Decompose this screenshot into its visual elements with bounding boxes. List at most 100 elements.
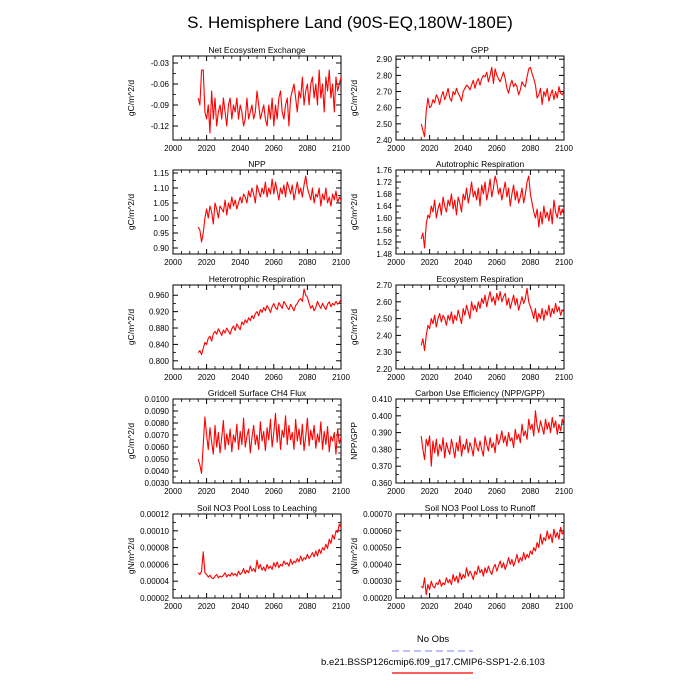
y-tick-label: -0.03 bbox=[151, 59, 170, 68]
panel-title: Heterotrophic Respiration bbox=[209, 274, 306, 284]
x-tick-label: 2080 bbox=[299, 373, 317, 382]
plot-frame bbox=[395, 284, 565, 370]
y-tick-label: 2.30 bbox=[376, 348, 392, 357]
series-line bbox=[420, 526, 564, 596]
y-tick-label: 0.90 bbox=[153, 244, 169, 253]
y-tick-label: 0.00008 bbox=[140, 544, 169, 553]
y-tick-label: 1.60 bbox=[376, 214, 392, 223]
x-tick-label: 2020 bbox=[198, 258, 216, 267]
x-tick-label: 2100 bbox=[555, 144, 573, 153]
y-tick-label: 2.70 bbox=[376, 281, 392, 290]
panel-autotrophic-respiration: Autotrophic Respiration gC/m^2/d 1.48 1.52 1… bbox=[349, 159, 573, 267]
legend-model-label: b.e21.BSSP126cmip6.f09_g17.CMIP6-SSP1-2.… bbox=[321, 657, 545, 668]
y-tick-label: 0.0060 bbox=[145, 443, 170, 452]
y-tick-label: 1.52 bbox=[376, 238, 392, 247]
x-tick-label: 2040 bbox=[454, 487, 472, 496]
x-tick-label: 2000 bbox=[164, 373, 182, 382]
y-tick-label: 0.00040 bbox=[363, 560, 392, 569]
y-tick-label: 1.76 bbox=[376, 166, 392, 175]
x-tick-label: 2100 bbox=[332, 602, 350, 611]
y-tick-label: 2.90 bbox=[376, 55, 392, 64]
x-tick-label: 2100 bbox=[332, 144, 350, 153]
x-tick-label: 2040 bbox=[231, 258, 249, 267]
y-tick-label: 0.95 bbox=[153, 229, 169, 238]
y-tick-label: 0.390 bbox=[372, 429, 393, 438]
x-tick-label: 2080 bbox=[522, 144, 540, 153]
x-tick-label: 2040 bbox=[231, 602, 249, 611]
plot-frame bbox=[172, 169, 342, 255]
y-tick-label: 2.60 bbox=[376, 104, 392, 113]
panel-title: Soil NO3 Pool Loss to Runoff bbox=[425, 503, 536, 513]
x-tick-label: 2100 bbox=[332, 258, 350, 267]
panel-carbon-use-efficiency-npp-gpp: Carbon Use Efficiency (NPP/GPP) NPP/GPP 0.… bbox=[349, 388, 573, 496]
y-axis-label: gC/m^2/d bbox=[349, 194, 359, 230]
series-line bbox=[197, 69, 341, 134]
y-tick-label: 1.05 bbox=[153, 199, 169, 208]
x-tick-label: 2000 bbox=[164, 258, 182, 267]
panel-net-ecosystem-exchange: Net Ecosystem Exchange gC/m^2/d -0.12 -0.09… bbox=[126, 45, 350, 153]
y-axis-label: gC/m^2/d bbox=[349, 309, 359, 345]
x-tick-label: 2000 bbox=[387, 602, 405, 611]
x-tick-label: 2040 bbox=[231, 373, 249, 382]
y-tick-label: 1.72 bbox=[376, 178, 392, 187]
x-tick-label: 2040 bbox=[454, 373, 472, 382]
y-tick-label: 1.00 bbox=[153, 214, 169, 223]
x-tick-label: 2020 bbox=[198, 602, 216, 611]
x-tick-label: 2020 bbox=[421, 373, 439, 382]
y-tick-label: 0.400 bbox=[372, 412, 393, 421]
panel-soil-no3-pool-loss-to-runoff: Soil NO3 Pool Loss to Runoff gN/m^2/d 0.00… bbox=[349, 503, 573, 611]
panel-gridcell-surface-ch4-flux: Gridcell Surface CH4 Flux gC/m^2/d 0.0030 0… bbox=[126, 388, 350, 496]
y-tick-label: 0.00006 bbox=[140, 560, 169, 569]
panel-title: NPP bbox=[248, 159, 266, 169]
x-tick-label: 2100 bbox=[555, 258, 573, 267]
panel-title: Ecosystem Respiration bbox=[437, 274, 524, 284]
x-tick-label: 2000 bbox=[164, 144, 182, 153]
x-tick-label: 2060 bbox=[488, 144, 506, 153]
y-tick-label: 2.50 bbox=[376, 315, 392, 324]
y-tick-label: 1.56 bbox=[376, 226, 392, 235]
plot-frame bbox=[395, 55, 565, 141]
panel-title: Autotrophic Respiration bbox=[436, 159, 525, 169]
y-tick-label: 0.0070 bbox=[145, 431, 170, 440]
x-tick-label: 2000 bbox=[164, 487, 182, 496]
x-tick-label: 2060 bbox=[265, 373, 283, 382]
x-tick-label: 2020 bbox=[421, 258, 439, 267]
x-tick-label: 2100 bbox=[555, 487, 573, 496]
x-tick-label: 2100 bbox=[555, 373, 573, 382]
x-tick-label: 2080 bbox=[299, 258, 317, 267]
y-axis-label: gC/m^2/d bbox=[126, 423, 136, 459]
y-tick-label: 0.00070 bbox=[363, 510, 392, 519]
x-tick-label: 2040 bbox=[454, 602, 472, 611]
y-tick-label: 0.0040 bbox=[145, 467, 170, 476]
x-tick-label: 2060 bbox=[265, 258, 283, 267]
panel-ecosystem-respiration: Ecosystem Respiration gC/m^2/d 2.20 2.30 2.4… bbox=[349, 274, 573, 382]
x-tick-label: 2100 bbox=[332, 373, 350, 382]
x-tick-label: 2000 bbox=[387, 258, 405, 267]
x-tick-label: 2040 bbox=[454, 144, 472, 153]
y-tick-label: -0.09 bbox=[151, 101, 170, 110]
x-tick-label: 2000 bbox=[387, 487, 405, 496]
y-axis-label: gN/m^2/d bbox=[126, 538, 136, 574]
panel-title: Soil NO3 Pool Loss to Leaching bbox=[197, 503, 317, 513]
panel-title: Net Ecosystem Exchange bbox=[208, 45, 306, 55]
x-tick-label: 2060 bbox=[488, 487, 506, 496]
y-tick-label: 0.0030 bbox=[145, 479, 170, 488]
y-tick-label: 0.380 bbox=[372, 445, 393, 454]
y-tick-label: 0.00050 bbox=[363, 544, 392, 553]
x-tick-label: 2060 bbox=[265, 602, 283, 611]
series-line bbox=[197, 412, 341, 474]
x-tick-label: 2000 bbox=[164, 602, 182, 611]
y-tick-label: 0.00030 bbox=[363, 577, 392, 586]
plot-frame bbox=[395, 513, 565, 599]
x-tick-label: 2040 bbox=[231, 144, 249, 153]
y-tick-label: 0.00004 bbox=[140, 577, 169, 586]
y-tick-label: 0.370 bbox=[372, 462, 393, 471]
y-axis-label: gC/m^2/d bbox=[126, 194, 136, 230]
y-axis-label: gC/m^2/d bbox=[126, 309, 136, 345]
y-axis-label: gC/m^2/d bbox=[126, 80, 136, 116]
y-tick-label: 1.64 bbox=[376, 202, 392, 211]
panel-gpp: GPP gC/m^2/d 2.40 2.50 2.60 2.70 2.80 2.90 2000 2… bbox=[349, 45, 573, 153]
y-tick-label: 0.360 bbox=[372, 479, 393, 488]
x-tick-label: 2000 bbox=[387, 373, 405, 382]
legend: No Obs b.e21.BSSP126cmip6.f09_g17.CMIP6-… bbox=[321, 634, 545, 674]
